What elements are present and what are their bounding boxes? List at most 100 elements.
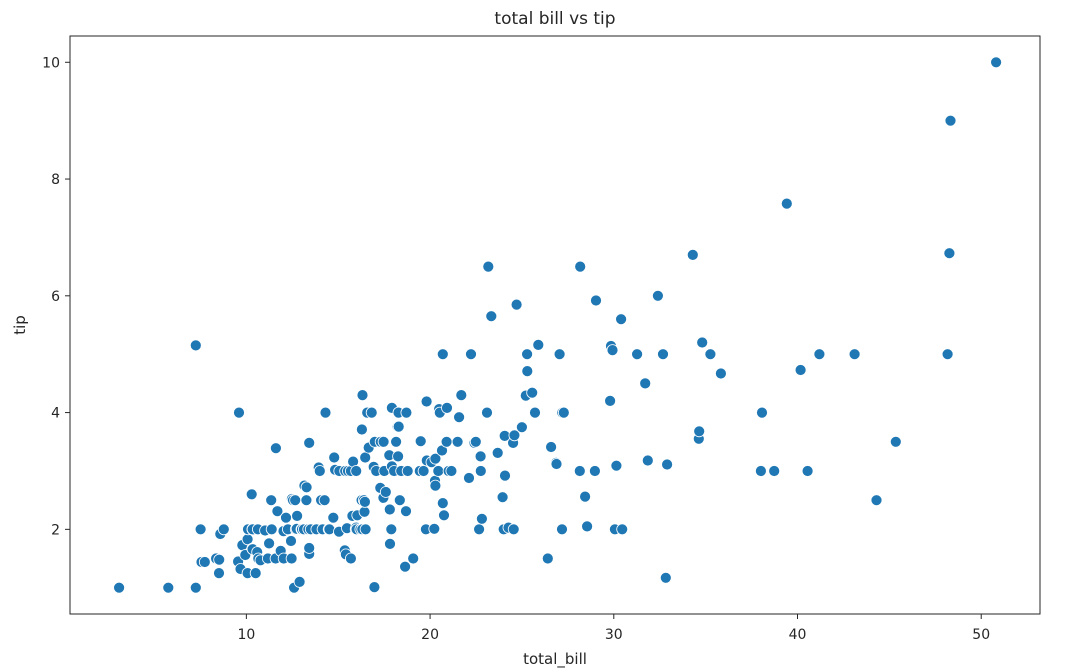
x-tick-label: 20 bbox=[421, 627, 439, 643]
scatter-point bbox=[553, 348, 566, 361]
scatter-point bbox=[889, 435, 902, 448]
scatter-point bbox=[265, 523, 278, 536]
scatter-point bbox=[521, 348, 533, 361]
scatter-point bbox=[429, 452, 442, 465]
y-axis-label: tip bbox=[11, 315, 29, 335]
scatter-point bbox=[407, 552, 420, 565]
scatter-point bbox=[265, 494, 278, 507]
scatter-point bbox=[217, 523, 230, 536]
scatter-point bbox=[455, 389, 468, 402]
y-tick-label: 6 bbox=[51, 289, 60, 305]
scatter-point bbox=[313, 465, 326, 477]
scatter-point bbox=[581, 520, 593, 533]
scatter-point bbox=[639, 377, 652, 390]
scatter-point bbox=[848, 348, 861, 361]
scatter-point bbox=[428, 522, 441, 535]
scatter-point bbox=[327, 511, 340, 524]
scatter-point bbox=[393, 494, 406, 507]
scatter-point bbox=[289, 494, 302, 507]
scatter-point bbox=[780, 197, 793, 210]
plot-area-frame bbox=[69, 35, 1041, 615]
scatter-point bbox=[440, 435, 453, 448]
scatter-point bbox=[358, 495, 371, 508]
scatter-point bbox=[383, 503, 396, 516]
scatter-point bbox=[384, 538, 396, 550]
y-axis-ticks: 2 4 6 8 10 bbox=[42, 55, 70, 538]
scatter-point bbox=[390, 435, 403, 448]
scatter-point bbox=[429, 479, 442, 492]
scatter-point bbox=[401, 465, 414, 477]
scatter-point bbox=[453, 411, 466, 424]
scatter-point bbox=[365, 406, 378, 419]
scatter-point bbox=[291, 510, 304, 522]
scatter-point bbox=[379, 486, 392, 498]
scatter-point bbox=[436, 497, 449, 510]
scatter-point bbox=[368, 581, 381, 593]
scatter-point bbox=[420, 395, 433, 408]
scatter-point bbox=[303, 436, 316, 449]
scatter-point bbox=[400, 406, 413, 419]
scatter-point bbox=[438, 509, 450, 522]
y-tick-label: 10 bbox=[42, 55, 60, 71]
scatter-point bbox=[756, 406, 768, 419]
scatter-point bbox=[529, 406, 541, 419]
scatter-point bbox=[573, 465, 586, 477]
scatter-point bbox=[293, 576, 306, 588]
scatter-point bbox=[557, 406, 570, 419]
y-tick-label: 2 bbox=[51, 522, 60, 538]
scatter-point bbox=[507, 523, 520, 536]
scatter-point bbox=[475, 512, 488, 525]
scatter-point bbox=[491, 446, 504, 459]
scatter-point bbox=[399, 560, 412, 573]
scatter-point bbox=[385, 523, 398, 536]
scatter-point bbox=[414, 435, 427, 448]
scatter-point bbox=[641, 454, 654, 467]
scatter-point bbox=[213, 567, 225, 579]
scatter-point bbox=[300, 494, 313, 507]
scatter-point bbox=[162, 581, 175, 594]
x-tick-label: 40 bbox=[789, 627, 807, 643]
y-tick-label: 4 bbox=[51, 406, 60, 422]
scatter-point bbox=[589, 465, 601, 477]
scatter-point bbox=[521, 365, 534, 378]
scatter-point bbox=[541, 552, 554, 565]
x-tick-label: 30 bbox=[605, 627, 623, 643]
scatter-point bbox=[686, 248, 699, 261]
scatter-point bbox=[794, 364, 807, 376]
scatter-point bbox=[990, 56, 1002, 69]
scatter-point bbox=[661, 458, 673, 471]
scatter-point bbox=[359, 451, 372, 464]
scatter-point bbox=[377, 435, 390, 448]
scatter-point bbox=[285, 552, 298, 565]
scatter-point bbox=[496, 491, 509, 504]
scatter-point bbox=[870, 494, 883, 507]
scatter-point bbox=[755, 465, 767, 477]
scatter-point bbox=[590, 294, 602, 307]
scatter-point bbox=[579, 490, 591, 503]
scatter-point bbox=[508, 429, 521, 442]
scatter-point bbox=[392, 450, 405, 463]
scatter-point bbox=[481, 406, 493, 419]
scatter-point bbox=[392, 420, 405, 433]
scatter-point bbox=[944, 114, 957, 127]
scatter-point bbox=[451, 435, 464, 448]
scatter-point bbox=[285, 535, 297, 547]
scatter-point bbox=[657, 348, 669, 361]
data-points bbox=[113, 56, 1002, 594]
scatter-point bbox=[249, 567, 262, 579]
scatter-point bbox=[510, 298, 523, 311]
scatter-point bbox=[358, 505, 371, 518]
scatter-point bbox=[659, 571, 672, 584]
scatter-point bbox=[545, 441, 557, 453]
scatter-point bbox=[441, 401, 453, 414]
scatter-point bbox=[245, 488, 258, 501]
scatter-point bbox=[198, 556, 211, 568]
scatter-point bbox=[263, 537, 276, 550]
scatter-point bbox=[359, 523, 372, 536]
scatter-point bbox=[516, 421, 528, 434]
scatter-point bbox=[943, 247, 956, 260]
scatter-point bbox=[194, 523, 207, 536]
scatter-point bbox=[631, 348, 643, 361]
scatter-point bbox=[715, 367, 727, 380]
scatter-point bbox=[469, 435, 482, 448]
